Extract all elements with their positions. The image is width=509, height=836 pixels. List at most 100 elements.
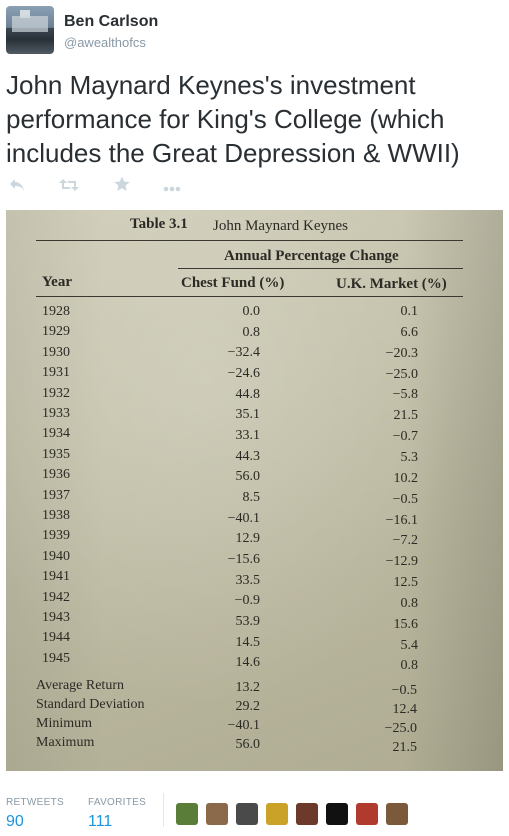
year-cell: 1932	[42, 385, 70, 401]
group-rule	[178, 268, 463, 269]
fund-cell: 33.1	[235, 428, 261, 444]
market-cell: −7.2	[392, 533, 418, 549]
fund-cell: 12.9	[235, 531, 261, 547]
summary-fund: 29.2	[235, 699, 261, 714]
retweets-label: RETWEETS	[6, 797, 64, 808]
favorites-label: FAVORITES	[88, 797, 147, 808]
tweet-actions	[6, 176, 206, 200]
summary-label: Minimum	[36, 716, 93, 731]
summary-label: Maximum	[36, 735, 95, 750]
fund-cell: −0.9	[234, 593, 260, 609]
group-header: Annual Percentage Change	[224, 248, 399, 264]
market-cell: 15.6	[393, 616, 419, 632]
fund-cell: 35.1	[235, 407, 261, 423]
year-cell: 1928	[42, 304, 70, 319]
author-avatar[interactable]	[6, 6, 54, 54]
header-rule	[36, 296, 463, 297]
summary-market: 12.4	[392, 702, 418, 717]
market-cell: 5.4	[400, 637, 419, 653]
year-cell: 1945	[42, 650, 70, 666]
fund-cell: −40.1	[227, 510, 260, 526]
favoriter-avatar-6[interactable]	[326, 803, 348, 825]
market-cell: −12.9	[385, 554, 418, 570]
market-cell: 10.2	[393, 470, 419, 486]
summary-market: −0.5	[391, 683, 417, 698]
year-cell: 1940	[42, 548, 70, 564]
year-cell: 1935	[42, 446, 70, 462]
market-cell: −5.8	[392, 387, 418, 403]
fund-cell: 0.8	[242, 324, 261, 340]
fund-cell: 56.0	[235, 469, 261, 485]
tweet-stats: RETWEETS 90 FAVORITES 111	[6, 789, 506, 834]
tweet-photo[interactable]: Table 3.1 John Maynard Keynes Annual Per…	[6, 210, 503, 771]
market-cell: −16.1	[385, 512, 418, 528]
year-cell: 1937	[42, 487, 70, 503]
favoriter-avatar-8[interactable]	[386, 803, 408, 825]
fund-cell: 33.5	[235, 572, 261, 588]
table-title: John Maynard Keynes	[213, 218, 348, 234]
favoriter-avatar-5[interactable]	[296, 803, 318, 825]
market-cell: 5.3	[400, 449, 419, 465]
year-cell: 1942	[42, 589, 70, 605]
year-cell: 1936	[42, 467, 70, 483]
fund-cell: 53.9	[235, 614, 261, 630]
market-cell: −0.5	[392, 491, 418, 507]
summary-fund: 13.2	[235, 680, 261, 695]
author-name[interactable]: Ben Carlson	[64, 13, 159, 30]
market-cell: −0.7	[392, 429, 418, 445]
year-cell: 1930	[42, 344, 70, 360]
year-cell: 1933	[42, 406, 70, 421]
fund-cell: 44.8	[235, 386, 261, 402]
favoriter-avatar-4[interactable]	[266, 803, 288, 825]
table-number: Table 3.1	[130, 216, 188, 232]
year-cell: 1943	[42, 610, 70, 625]
fund-cell: −32.4	[227, 345, 260, 361]
fund-cell: −24.6	[227, 366, 260, 381]
stats-divider	[163, 793, 164, 827]
retweet-icon[interactable]	[58, 176, 80, 198]
fund-cell: −15.6	[227, 552, 260, 568]
favorites-count[interactable]: 111	[88, 813, 113, 830]
favoriter-avatar-3[interactable]	[236, 803, 258, 825]
summary-fund: 56.0	[235, 737, 261, 752]
market-cell: 0.1	[400, 304, 419, 319]
author-handle[interactable]: @awealthofcs	[64, 35, 146, 50]
market-cell: 12.5	[393, 575, 419, 591]
year-cell: 1931	[42, 365, 70, 381]
fund-cell: 14.5	[235, 634, 261, 650]
favoriter-avatar-7[interactable]	[356, 803, 378, 825]
col-fund: Chest Fund (%)	[181, 275, 285, 291]
tweet-header: Ben Carlson @awealthofcs	[6, 6, 503, 56]
reply-icon[interactable]	[6, 176, 28, 198]
market-cell: 0.8	[400, 658, 419, 674]
market-cell: −20.3	[385, 345, 418, 361]
summary-market: −25.0	[384, 721, 417, 736]
fund-cell: 14.6	[235, 655, 261, 671]
summary-fund: −40.1	[227, 718, 260, 733]
year-cell: 1939	[42, 528, 70, 544]
year-cell: 1938	[42, 508, 70, 523]
market-cell: 6.6	[400, 324, 419, 340]
year-cell: 1934	[42, 426, 70, 442]
favoriter-avatar-1[interactable]	[176, 803, 198, 825]
fund-cell: 44.3	[235, 448, 261, 464]
summary-label: Average Return	[36, 678, 124, 693]
market-cell: 21.5	[393, 408, 419, 424]
tweet-text: John Maynard Keynes's investment perform…	[6, 70, 460, 168]
col-market: U.K. Market (%)	[336, 276, 447, 292]
star-icon[interactable]	[111, 176, 133, 198]
year-cell: 1944	[42, 630, 70, 646]
top-rule	[36, 240, 463, 241]
col-year: Year	[42, 274, 72, 290]
more-icon[interactable]	[161, 176, 183, 198]
market-cell: −25.0	[385, 366, 418, 382]
market-cell: 0.8	[400, 595, 419, 611]
summary-label: Standard Deviation	[36, 697, 145, 712]
fund-cell: 8.5	[242, 490, 261, 506]
retweets-count[interactable]: 90	[6, 813, 24, 830]
year-cell: 1929	[42, 324, 70, 340]
favoriter-avatar-2[interactable]	[206, 803, 228, 825]
summary-market: 21.5	[392, 740, 418, 755]
fund-cell: 0.0	[242, 304, 261, 319]
year-cell: 1941	[42, 569, 70, 585]
